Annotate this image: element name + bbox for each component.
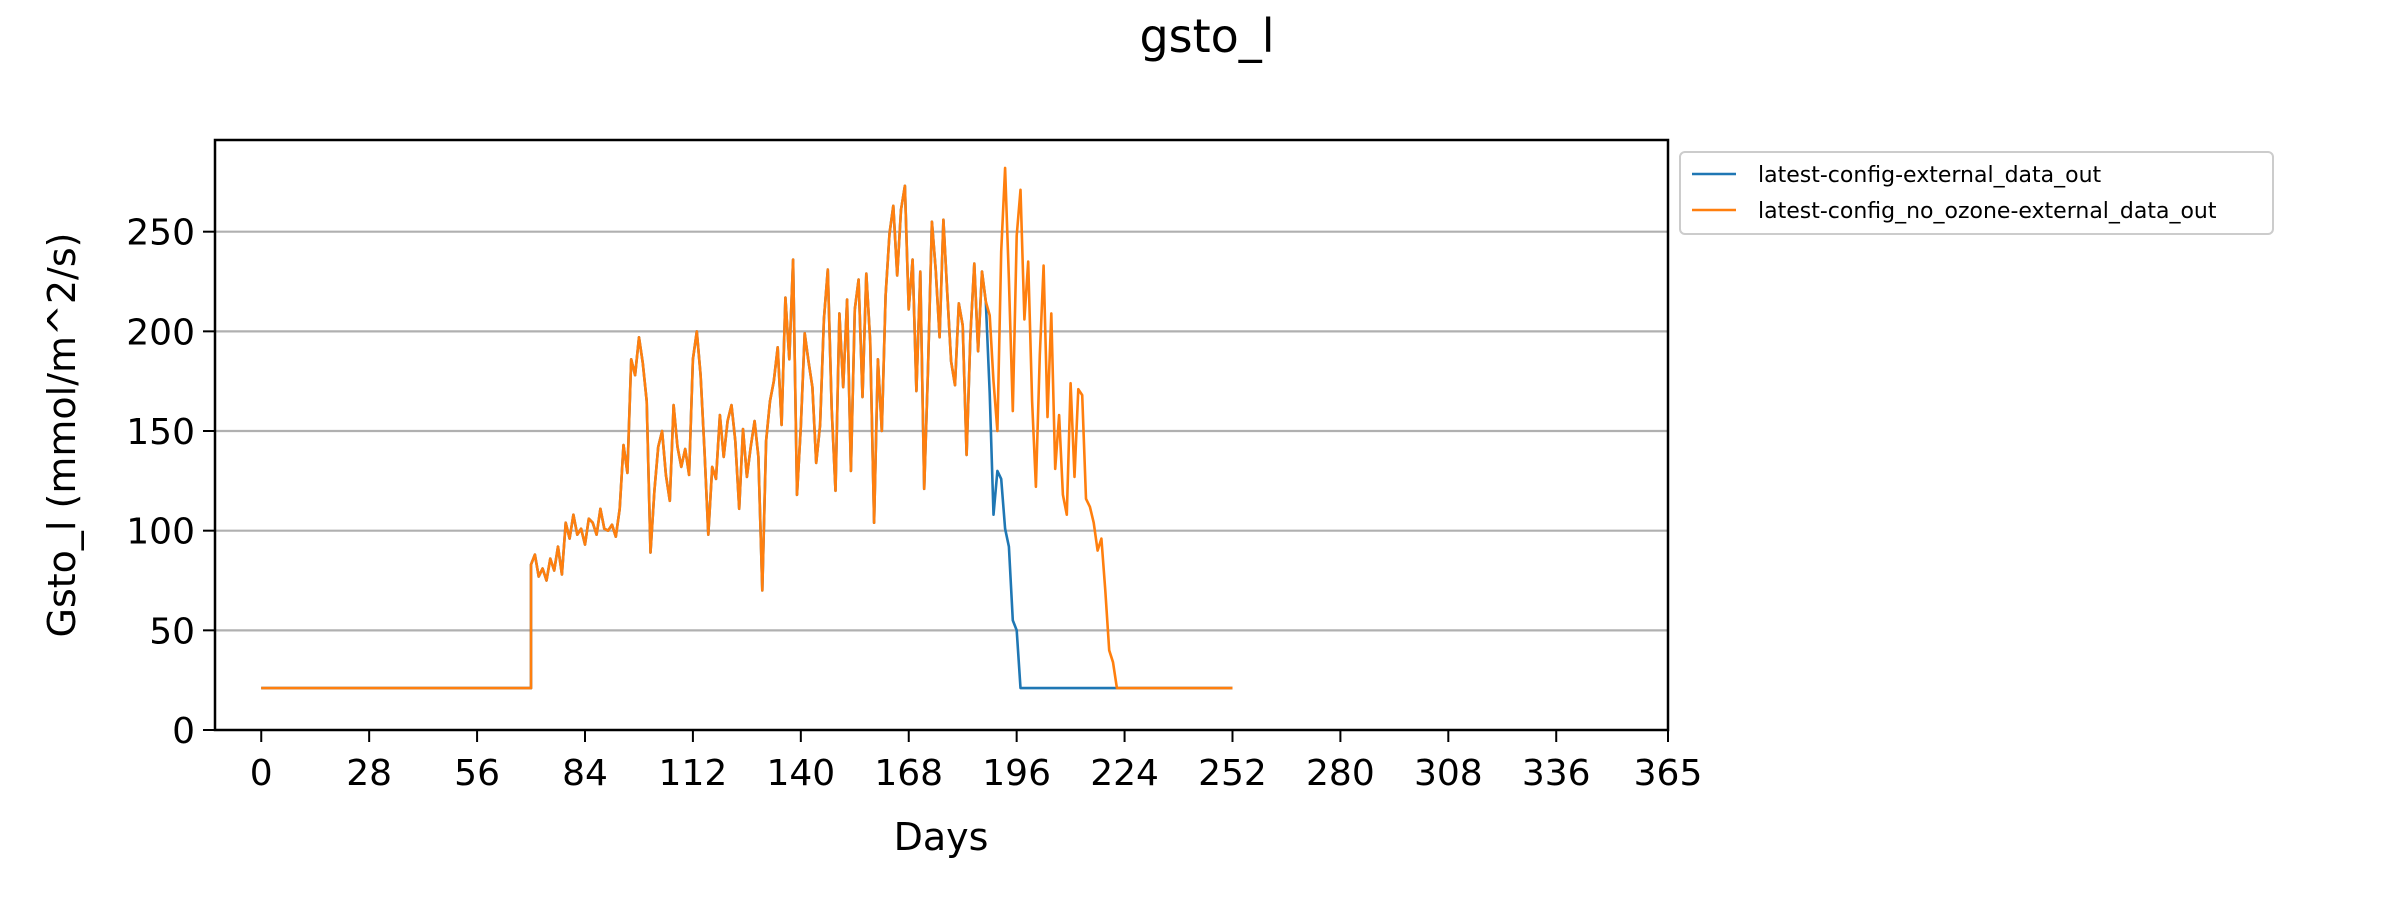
legend-box xyxy=(1679,151,2274,235)
x-tick-label: 336 xyxy=(1522,753,1591,794)
chart-title: gsto_l xyxy=(1139,9,1274,63)
y-tick-label: 50 xyxy=(149,611,195,652)
y-tick-label: 250 xyxy=(126,213,195,254)
legend-label-series-2: latest-config_no_ozone-external_data_out xyxy=(1758,199,2217,224)
x-tick-label: 112 xyxy=(659,753,728,794)
y-tick-label: 100 xyxy=(126,512,195,553)
series-lines xyxy=(261,166,1233,690)
legend-label-series-1: latest-config-external_data_out xyxy=(1758,163,2102,188)
y-axis: 0 50 100 150 200 250 xyxy=(126,213,215,752)
x-tick-label: 224 xyxy=(1090,753,1159,794)
y-tick-label: 0 xyxy=(172,711,195,752)
x-tick-label: 280 xyxy=(1306,753,1375,794)
plot-area-frame xyxy=(213,138,1670,732)
x-tick-label: 140 xyxy=(766,753,835,794)
x-tick-label: 168 xyxy=(874,753,943,794)
x-tick-label: 365 xyxy=(1634,753,1703,794)
series-line-2 xyxy=(261,166,1233,690)
x-axis: 0 28 56 84 112 140 168 196 224 252 280 308 336 365 xyxy=(250,730,1703,794)
y-tick-label: 150 xyxy=(126,412,195,453)
y-tick-label: 200 xyxy=(126,312,195,353)
x-tick-label: 308 xyxy=(1414,753,1483,794)
x-tick-label: 56 xyxy=(454,753,500,794)
grid-lines xyxy=(215,230,1668,632)
x-tick-label: 84 xyxy=(562,753,608,794)
x-tick-label: 28 xyxy=(346,753,392,794)
x-tick-label: 252 xyxy=(1198,753,1267,794)
legend: latest-config-external_data_out latest-c… xyxy=(1679,151,2274,235)
x-tick-label: 0 xyxy=(250,753,273,794)
x-tick-label: 196 xyxy=(982,753,1051,794)
y-axis-label: Gsto_l (mmol/m^2/s) xyxy=(40,233,84,638)
x-axis-label: Days xyxy=(894,815,989,859)
series-line-1 xyxy=(261,184,1233,690)
